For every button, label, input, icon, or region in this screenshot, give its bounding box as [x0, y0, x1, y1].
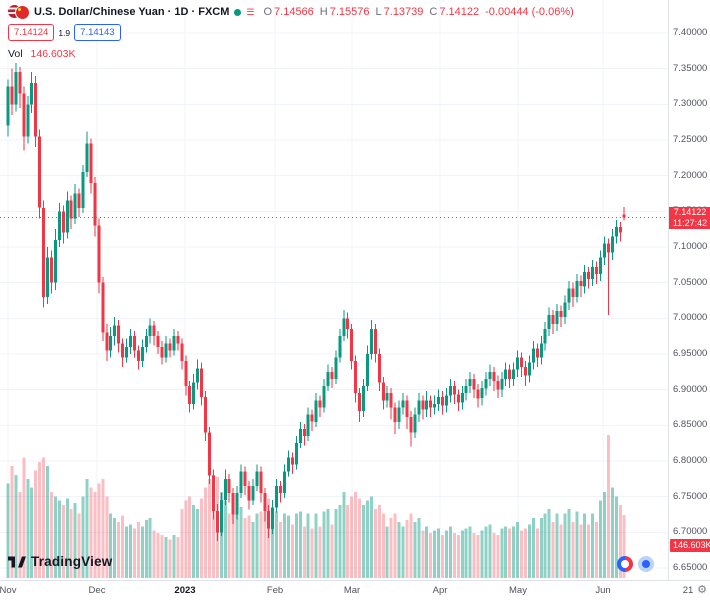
- high-value: 7.15576: [329, 6, 370, 18]
- time-axis-label: May: [509, 585, 527, 596]
- open-label: O: [263, 6, 273, 18]
- current-price-badge: 7.14122 11:27:42: [669, 207, 710, 229]
- tradingview-logo-icon: [8, 556, 26, 567]
- time-axis-label: Jun: [595, 585, 611, 596]
- time-axis[interactable]: ⚙ Nov Dec 2023 Feb Mar Apr May Jun 21: [0, 580, 710, 600]
- price-axis-label: 6.95000: [673, 348, 708, 359]
- price-axis[interactable]: 6.65000 6.70000 6.75000 6.80000 6.85000 6.900…: [668, 0, 710, 580]
- ohlc-readout: O 7.14566 H 7.15576 L 7.13739 C 7.14122 …: [259, 6, 573, 18]
- price-axis-label: 7.40000: [673, 27, 708, 38]
- time-axis-label: 2023: [174, 585, 196, 596]
- price-axis-label: 7.25000: [673, 134, 708, 145]
- price-axis-label: 7.10000: [673, 241, 708, 252]
- tradingview-logo-text: TradingView: [31, 554, 113, 569]
- price-axis-label: 6.90000: [673, 383, 708, 395]
- close-value: 7.14122: [439, 6, 480, 18]
- chart-legend: U.S. Dollar/Chinese Yuan · 1D · FXCM ☰ O…: [8, 5, 574, 60]
- price-axis-label: 7.05000: [673, 276, 708, 288]
- china-flag-icon: [15, 5, 30, 20]
- low-label: L: [375, 6, 382, 18]
- close-label: C: [429, 6, 438, 18]
- candlestick-canvas[interactable]: [0, 0, 668, 580]
- volume-label: Vol: [8, 48, 23, 60]
- time-axis-label: 21: [682, 585, 694, 596]
- chart-plot-area[interactable]: U.S. Dollar/Chinese Yuan · 1D · FXCM ☰ O…: [0, 0, 668, 580]
- high-label: H: [319, 6, 328, 18]
- symbol-title[interactable]: U.S. Dollar/Chinese Yuan · 1D · FXCM: [34, 6, 230, 18]
- spread-value: 1.9: [58, 27, 71, 38]
- price-axis-label: 6.70000: [673, 526, 708, 538]
- price-axis-label: 6.65000: [673, 562, 708, 573]
- buy-button[interactable]: 7.14143: [74, 24, 121, 41]
- symbol-pair-logo-icon: [8, 5, 30, 20]
- price-axis-label: 7.30000: [673, 98, 708, 110]
- time-axis-label: Apr: [432, 585, 448, 596]
- current-price-value: 7.14122: [673, 207, 707, 217]
- chart-widget-buttons: [617, 556, 654, 572]
- price-axis-label: 6.80000: [673, 455, 708, 466]
- price-axis-label: 7.35000: [673, 62, 708, 74]
- bar-countdown: 11:27:42: [672, 218, 708, 228]
- change-value: -0.00444 (-0.06%): [485, 6, 574, 18]
- time-axis-label: Dec: [88, 585, 106, 596]
- time-axis-label: Nov: [0, 585, 17, 596]
- tradingview-logo[interactable]: TradingView: [8, 554, 112, 569]
- low-value: 7.13739: [383, 6, 424, 18]
- price-axis-label: 7.20000: [673, 169, 708, 181]
- volume-axis-badge: 146.603K: [670, 539, 710, 552]
- chat-icon[interactable]: [638, 556, 654, 572]
- price-axis-label: 6.85000: [673, 419, 708, 431]
- target-icon[interactable]: [617, 556, 633, 572]
- price-axis-label: 6.75000: [673, 490, 708, 502]
- settings-gear-icon[interactable]: ⚙: [697, 584, 707, 596]
- quick-menu-icon[interactable]: ☰: [246, 7, 255, 17]
- open-value: 7.14566: [274, 6, 314, 18]
- price-axis-label: 7.00000: [673, 312, 708, 324]
- status-dot-icon[interactable]: [234, 8, 242, 16]
- sell-button[interactable]: 7.14124: [8, 24, 55, 41]
- time-axis-label: Mar: [343, 585, 361, 596]
- volume-value: 146.603K: [30, 48, 76, 60]
- time-axis-label: Feb: [266, 585, 284, 596]
